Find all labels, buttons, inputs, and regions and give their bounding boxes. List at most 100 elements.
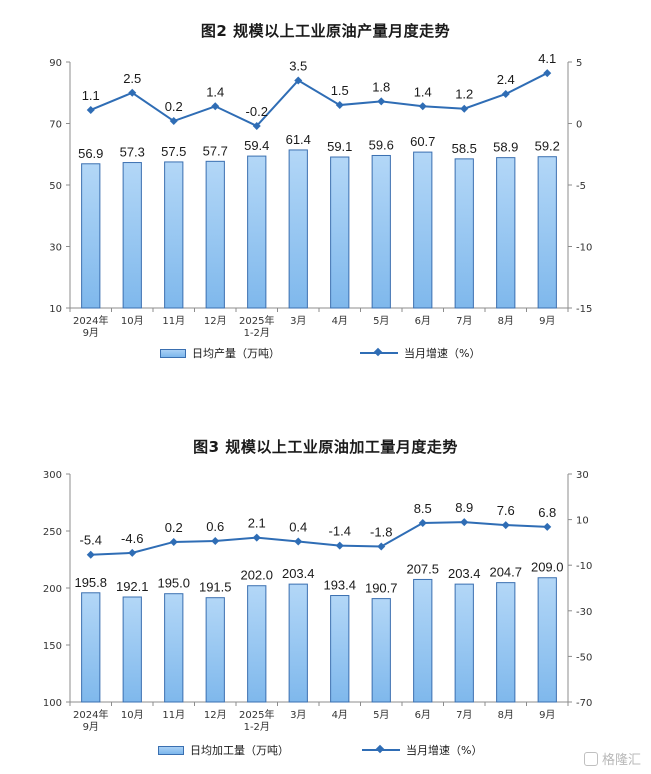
left-tick-label: 300 bbox=[43, 470, 62, 481]
x-tick-label: 12月 bbox=[204, 315, 227, 327]
x-tick-label: 6月 bbox=[415, 315, 431, 327]
chart-plot: 10 30 50 70 90 -15 -10 -5 0 5 56.9 57.3 57.5 57.7 59.4… bbox=[49, 51, 592, 339]
growth-point bbox=[335, 541, 344, 550]
bar bbox=[288, 149, 308, 309]
bar-value-label: 192.1 bbox=[116, 579, 149, 594]
bar bbox=[371, 154, 391, 309]
legend-bar-label: 日均加工量（万吨） bbox=[190, 744, 289, 757]
legend-bar: 日均加工量（万吨） bbox=[158, 742, 289, 758]
x-tick-label-line: 9月 bbox=[539, 315, 555, 327]
x-tick-label-line: 12月 bbox=[204, 315, 227, 327]
x-tick-label-line: 1-2月 bbox=[244, 327, 270, 339]
right-tick-label: 5 bbox=[576, 58, 582, 69]
x-tick-label-line: 12月 bbox=[204, 709, 227, 721]
x-tick-label: 8月 bbox=[498, 315, 514, 327]
x-tick-label: 7月 bbox=[456, 709, 472, 721]
legend-line-swatch bbox=[360, 352, 398, 354]
growth-series-line bbox=[90, 521, 548, 556]
bar-value-label: 190.7 bbox=[365, 581, 398, 596]
left-tick-label: 90 bbox=[49, 58, 62, 69]
bar-value-label: 209.0 bbox=[531, 560, 564, 575]
x-tick-label-line: 6月 bbox=[415, 315, 431, 327]
x-tick-label: 9月 bbox=[539, 709, 555, 721]
chart-plot: 100 150 200 250 300 -70 -50 -30 -10 10 30 195.8 192.… bbox=[43, 470, 592, 733]
right-tick-label: 10 bbox=[576, 516, 589, 527]
growth-value-label: 8.5 bbox=[414, 501, 432, 516]
growth-series-line bbox=[90, 72, 548, 128]
growth-point bbox=[86, 550, 95, 559]
growth-point bbox=[460, 518, 469, 527]
x-tick-label: 5月 bbox=[373, 709, 389, 721]
x-tick-label: 2024年 9月 bbox=[73, 708, 108, 733]
growth-value-label: 7.6 bbox=[497, 503, 515, 518]
bar bbox=[288, 583, 308, 703]
growth-value-label: 0.4 bbox=[289, 519, 307, 534]
right-tick-label: -15 bbox=[576, 304, 592, 315]
right-tick-label: -30 bbox=[576, 607, 592, 618]
bar bbox=[122, 162, 142, 309]
bar-value-label: 57.7 bbox=[203, 143, 228, 158]
right-tick-label: -70 bbox=[576, 698, 592, 709]
x-tick-label-line: 11月 bbox=[162, 315, 185, 327]
right-tick-label: -5 bbox=[576, 181, 586, 192]
bar bbox=[205, 160, 225, 309]
growth-value-label: 1.8 bbox=[372, 79, 390, 94]
growth-point bbox=[377, 97, 386, 106]
x-tick-label: 6月 bbox=[415, 709, 431, 721]
x-tick-label: 4月 bbox=[332, 709, 348, 721]
watermark-logo-icon bbox=[583, 751, 598, 766]
bar-value-label: 195.0 bbox=[157, 576, 190, 591]
bar bbox=[164, 593, 184, 703]
growth-value-label: 8.9 bbox=[455, 500, 473, 515]
bar bbox=[413, 151, 433, 309]
x-tick-label: 10月 bbox=[121, 709, 144, 721]
watermark-text: 格隆汇 bbox=[601, 753, 641, 768]
growth-value-label: 1.4 bbox=[206, 84, 224, 99]
growth-point bbox=[418, 519, 427, 528]
bar-value-label: 56.9 bbox=[78, 146, 103, 161]
x-tick-label-line: 1-2月 bbox=[244, 721, 270, 733]
growth-point bbox=[252, 533, 261, 542]
growth-value-label: 1.5 bbox=[331, 83, 349, 98]
growth-value-label: 1.4 bbox=[414, 84, 432, 99]
x-tick-label-line: 4月 bbox=[332, 709, 348, 721]
bar bbox=[205, 597, 225, 703]
x-tick-label-line: 6月 bbox=[415, 709, 431, 721]
bar-value-label: 58.5 bbox=[452, 141, 477, 156]
x-tick-label-line: 11月 bbox=[162, 709, 185, 721]
bar-value-label: 59.2 bbox=[535, 139, 560, 154]
bar bbox=[122, 596, 142, 703]
chart-title: 图3 规模以上工业原油加工量月度走势 bbox=[193, 438, 458, 456]
growth-point bbox=[335, 101, 344, 110]
growth-point bbox=[128, 548, 137, 557]
growth-point bbox=[418, 102, 427, 111]
bar-value-label: 204.7 bbox=[489, 565, 522, 580]
x-tick-label-line: 8月 bbox=[498, 315, 514, 327]
right-tick-label: 0 bbox=[576, 120, 582, 131]
x-tick-label-line: 8月 bbox=[498, 709, 514, 721]
x-tick-label-line: 2025年 bbox=[239, 708, 274, 721]
x-tick-label: 10月 bbox=[121, 315, 144, 327]
growth-point bbox=[501, 89, 510, 98]
bar bbox=[496, 157, 516, 309]
left-tick-label: 200 bbox=[43, 584, 62, 595]
left-tick-label: 30 bbox=[49, 243, 62, 254]
x-tick-label: 9月 bbox=[539, 315, 555, 327]
growth-point bbox=[460, 104, 469, 113]
right-tick-label: -50 bbox=[576, 652, 592, 663]
growth-value-label: 0.2 bbox=[165, 99, 183, 114]
chart-crude-oil-processing: 图3 规模以上工业原油加工量月度走势 100 150 200 250 300 -70 -50… bbox=[0, 420, 651, 774]
growth-point bbox=[377, 542, 386, 551]
legend-bar-swatch bbox=[158, 745, 184, 755]
bar bbox=[247, 155, 267, 309]
x-tick-label: 2025年 1-2月 bbox=[239, 314, 274, 339]
growth-value-label: 2.5 bbox=[123, 71, 141, 86]
bar-value-label: 195.8 bbox=[74, 575, 107, 590]
x-tick-label-line: 9月 bbox=[83, 327, 99, 339]
growth-value-label: 4.1 bbox=[538, 51, 556, 66]
x-tick-label-line: 3月 bbox=[290, 315, 306, 327]
bar-value-label: 207.5 bbox=[406, 561, 439, 576]
growth-point bbox=[543, 69, 552, 78]
chart-title: 图2 规模以上工业原油产量月度走势 bbox=[200, 22, 451, 40]
bar-value-label: 59.6 bbox=[369, 137, 394, 152]
